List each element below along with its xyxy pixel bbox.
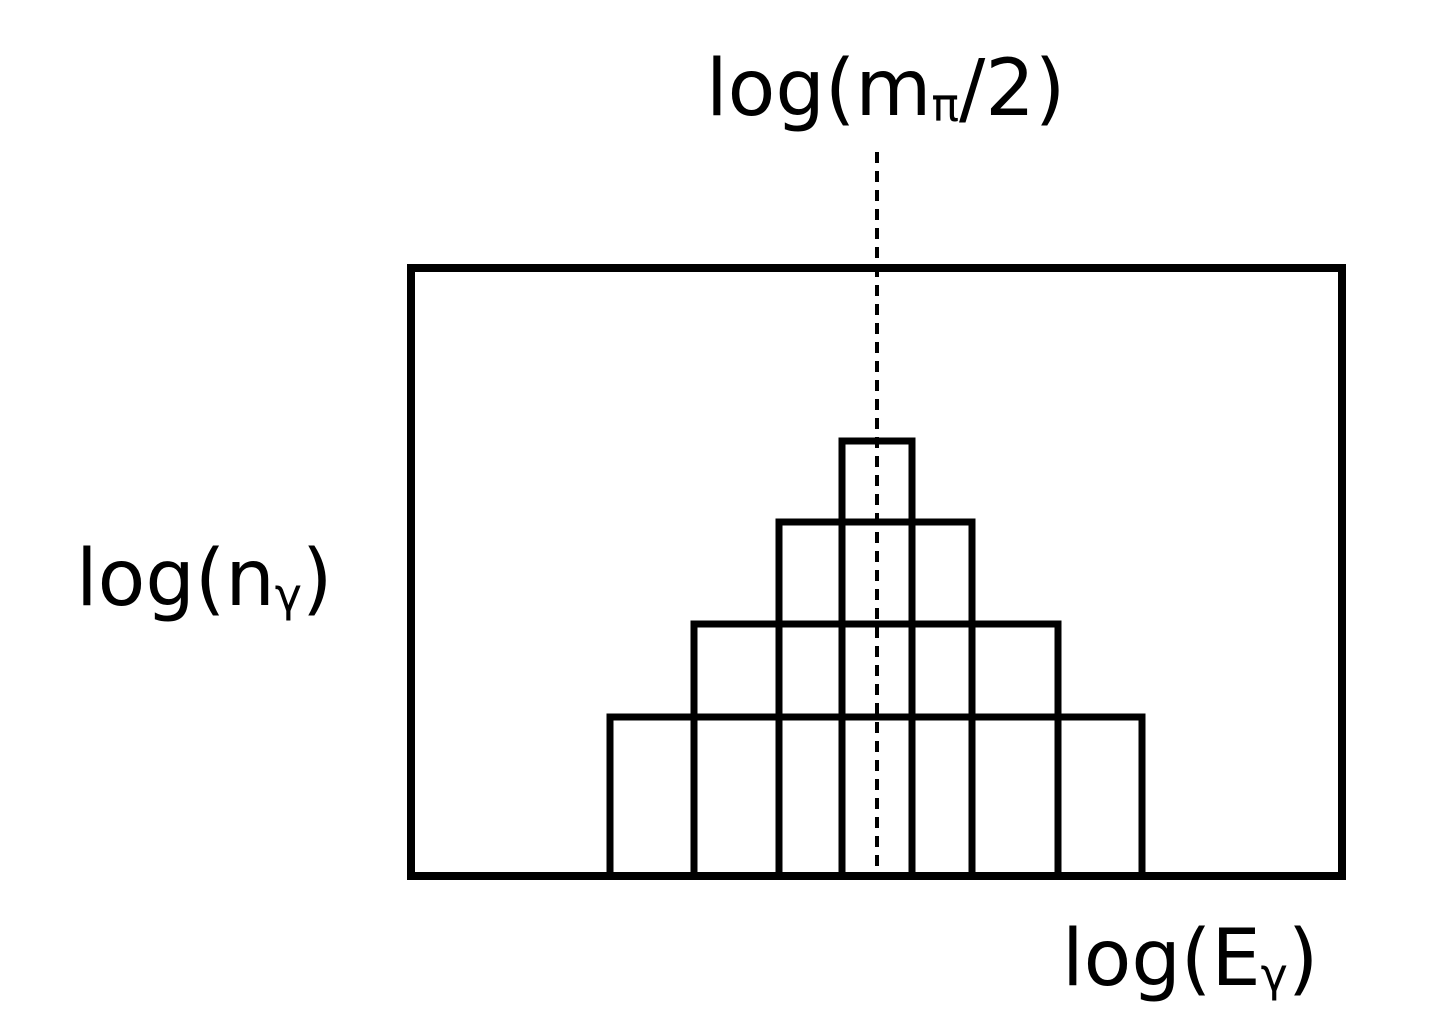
y-axis-label-tail: ) [302, 534, 333, 624]
level-2-box [775, 620, 846, 880]
marker-label-tail: /2) [959, 44, 1066, 134]
level-2-box [968, 620, 1062, 880]
level-1-box [908, 713, 976, 880]
x-axis-label: log(Eγ) [1062, 920, 1318, 998]
x-axis-label-tail: ) [1287, 914, 1319, 1004]
y-axis-label: log(nγ) [76, 540, 332, 618]
marker-label: log(mπ/2) [706, 50, 1065, 128]
level-1-box [838, 713, 916, 880]
level-1-box [1054, 713, 1146, 880]
x-axis-label-base: log(E [1062, 914, 1261, 1004]
marker-label-subscript: π [931, 78, 960, 132]
x-axis-label-subscript: γ [1260, 948, 1288, 1002]
level-4-box [838, 437, 916, 880]
box-group [606, 437, 1146, 880]
level-3-box [775, 518, 846, 880]
y-axis-label-base: log(n [76, 534, 275, 624]
level-1-box [775, 713, 846, 880]
level-1-box [690, 713, 783, 880]
marker-label-base: log(m [706, 44, 932, 134]
y-axis-label-subscript: γ [274, 568, 303, 622]
level-2-box [690, 620, 783, 880]
level-3-box [908, 518, 976, 880]
level-2-box [908, 620, 976, 880]
level-1-box [968, 713, 1062, 880]
level-1-box [606, 713, 698, 880]
